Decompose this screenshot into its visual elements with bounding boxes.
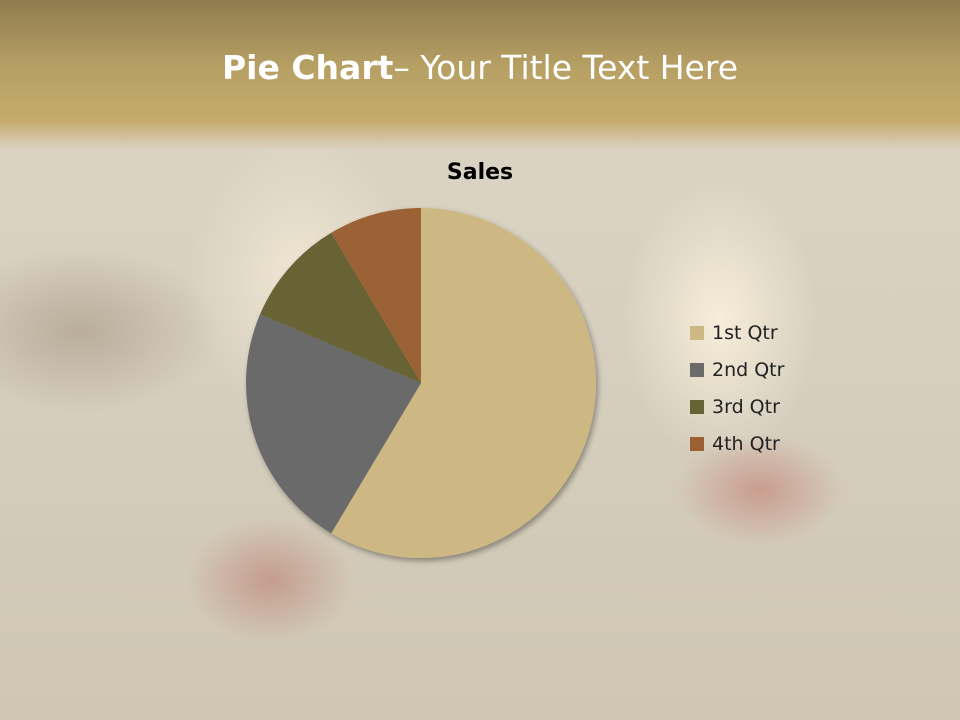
slide-title: Pie Chart– Your Title Text Here <box>221 48 739 87</box>
legend-swatch <box>690 325 704 340</box>
pie-slice-3 <box>260 232 421 383</box>
pie-slice-1 <box>331 208 597 558</box>
legend-swatch <box>690 436 704 451</box>
legend-swatch <box>690 362 704 377</box>
legend-item: 2nd Qtr <box>690 351 784 388</box>
legend-item: 4th Qtr <box>690 425 784 462</box>
legend-item: 3rd Qtr <box>690 388 784 425</box>
legend-label: 1st Qtr <box>712 321 778 344</box>
legend: 1st Qtr 2nd Qtr 3rd Qtr 4th Qtr <box>690 314 784 462</box>
legend-swatch <box>690 399 704 414</box>
legend-label: 4th Qtr <box>712 432 780 455</box>
legend-label: 2nd Qtr <box>712 358 785 381</box>
pie-slice-4 <box>331 208 421 383</box>
legend-item: 1st Qtr <box>690 314 784 351</box>
pie-slice-2 <box>245 314 421 534</box>
chart-title: Sales <box>446 160 514 185</box>
legend-label: 3rd Qtr <box>712 395 780 418</box>
title-bar <box>0 0 960 150</box>
